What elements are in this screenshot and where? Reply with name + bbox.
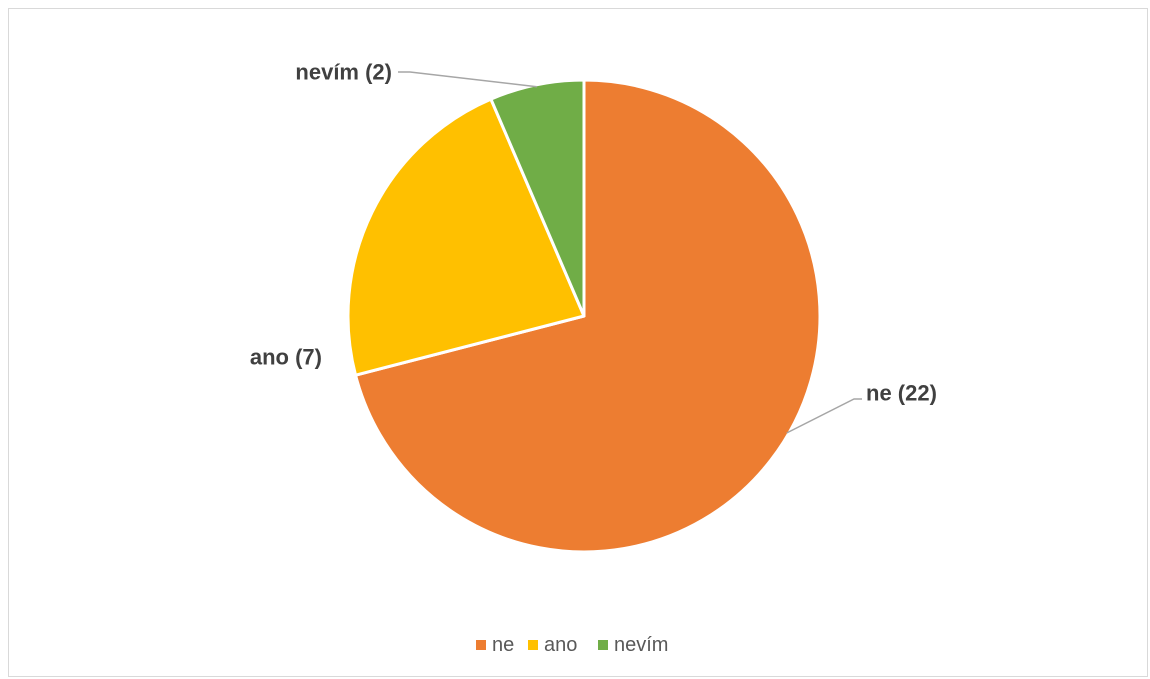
leader-line-ne [786,398,862,434]
legend-swatch-nevim [598,640,608,650]
pie-slice-ano [346,97,586,377]
data-label-ano: ano (7) [250,345,322,370]
data-label-nevim: nevím (2) [295,60,392,85]
pie-slice-ne [354,78,822,554]
legend-swatch-ano [528,640,538,650]
pie-slice-nevim [489,78,586,318]
data-label-ne: ne (22) [866,381,937,406]
leader-line-nevim [398,71,537,88]
legend-label-nevim: nevím [614,634,668,656]
leader-lines [398,71,862,434]
legend: ne ano nevím [476,634,668,656]
legend-label-ano: ano [544,634,577,656]
legend-label-ne: ne [492,634,514,656]
pie-slices [346,78,822,554]
legend-swatch-ne [476,640,486,650]
data-labels: ne (22) ano (7) nevím (2) [250,60,937,406]
